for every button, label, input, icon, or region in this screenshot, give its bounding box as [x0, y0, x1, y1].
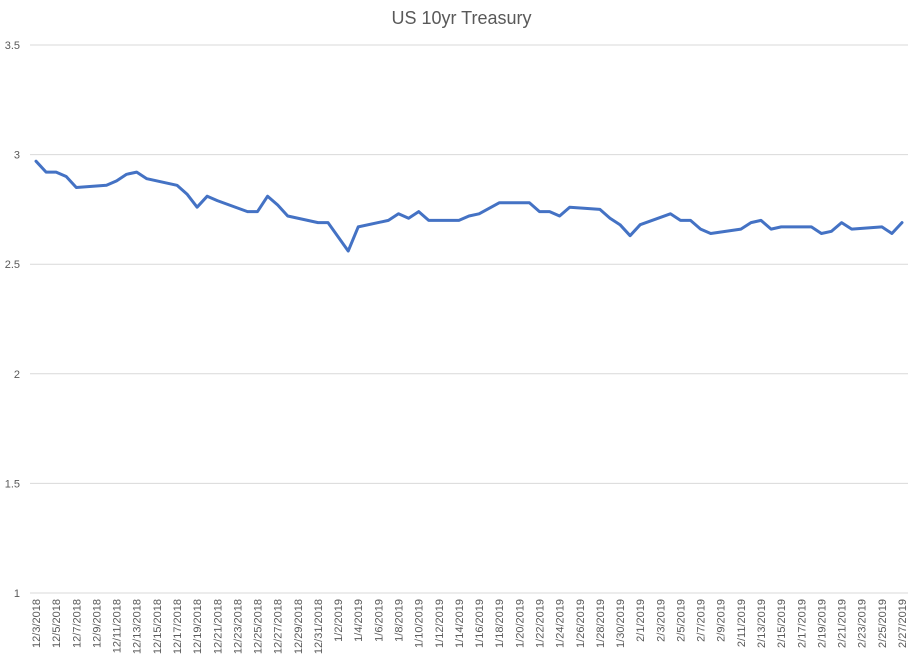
- x-tick-label: 1/22/2019: [534, 599, 546, 648]
- y-tick-label: 3.5: [5, 40, 20, 52]
- x-tick-label: 2/11/2019: [736, 599, 748, 647]
- x-tick-label: 1/16/2019: [474, 599, 486, 648]
- x-tick-label: 2/17/2019: [796, 599, 808, 648]
- x-tick-label: 2/21/2019: [837, 599, 849, 648]
- x-tick-label: 1/2/2019: [333, 599, 345, 642]
- gridlines: [30, 44, 908, 594]
- x-tick-label: 12/15/2018: [152, 599, 164, 654]
- y-tick-label: 2.5: [5, 259, 20, 271]
- x-tick-label: 1/24/2019: [555, 599, 567, 648]
- x-tick-label: 12/3/2018: [31, 599, 43, 648]
- x-tick-label: 12/11/2018: [112, 599, 124, 653]
- y-axis-ticks: 1 1.5 2 2.5 3 3.5: [5, 40, 20, 600]
- x-tick-label: 12/13/2018: [132, 599, 144, 654]
- x-tick-label: 1/30/2019: [615, 599, 627, 648]
- x-tick-label: 1/14/2019: [454, 599, 466, 648]
- x-tick-label: 12/21/2018: [212, 599, 224, 654]
- x-tick-label: 2/9/2019: [716, 599, 728, 642]
- x-tick-label: 12/29/2018: [293, 599, 305, 654]
- x-tick-label: 1/4/2019: [353, 599, 365, 642]
- x-tick-label: 1/8/2019: [394, 599, 406, 642]
- x-tick-label: 2/13/2019: [756, 599, 768, 648]
- y-tick-label: 1: [14, 588, 20, 600]
- x-tick-label: 2/27/2019: [897, 599, 909, 648]
- x-tick-label: 12/25/2018: [253, 599, 265, 654]
- y-tick-label: 2: [14, 369, 20, 381]
- x-tick-label: 12/31/2018: [313, 599, 325, 654]
- x-tick-label: 12/9/2018: [91, 599, 103, 648]
- x-tick-label: 12/19/2018: [192, 599, 204, 654]
- x-tick-label: 2/25/2019: [877, 599, 889, 648]
- x-axis-ticks: 12/3/2018 12/5/2018 12/7/2018 12/9/2018 12/1…: [31, 599, 909, 654]
- x-tick-label: 1/26/2019: [575, 599, 587, 648]
- series-line: [34, 159, 904, 253]
- x-tick-label: 2/19/2019: [816, 599, 828, 648]
- x-tick-label: 2/3/2019: [655, 599, 667, 642]
- series-layer: [34, 159, 904, 253]
- x-tick-label: 12/23/2018: [232, 599, 244, 654]
- x-tick-label: 2/7/2019: [696, 599, 708, 642]
- y-tick-label: 3: [14, 150, 20, 162]
- x-tick-label: 1/12/2019: [434, 599, 446, 648]
- x-tick-label: 1/28/2019: [595, 599, 607, 648]
- x-tick-label: 2/15/2019: [776, 599, 788, 648]
- x-tick-label: 1/10/2019: [414, 599, 426, 648]
- x-tick-label: 12/5/2018: [51, 599, 63, 648]
- chart-title: US 10yr Treasury: [391, 8, 532, 28]
- x-tick-label: 1/20/2019: [514, 599, 526, 648]
- x-tick-label: 2/1/2019: [635, 599, 647, 642]
- x-tick-label: 2/23/2019: [857, 599, 869, 648]
- x-tick-label: 12/17/2018: [172, 599, 184, 654]
- x-tick-label: 1/18/2019: [494, 599, 506, 648]
- x-tick-label: 2/5/2019: [675, 599, 687, 642]
- x-tick-label: 1/6/2019: [373, 599, 385, 642]
- y-tick-label: 1.5: [5, 478, 20, 490]
- x-tick-label: 12/7/2018: [71, 599, 83, 648]
- x-tick-label: 12/27/2018: [273, 599, 285, 654]
